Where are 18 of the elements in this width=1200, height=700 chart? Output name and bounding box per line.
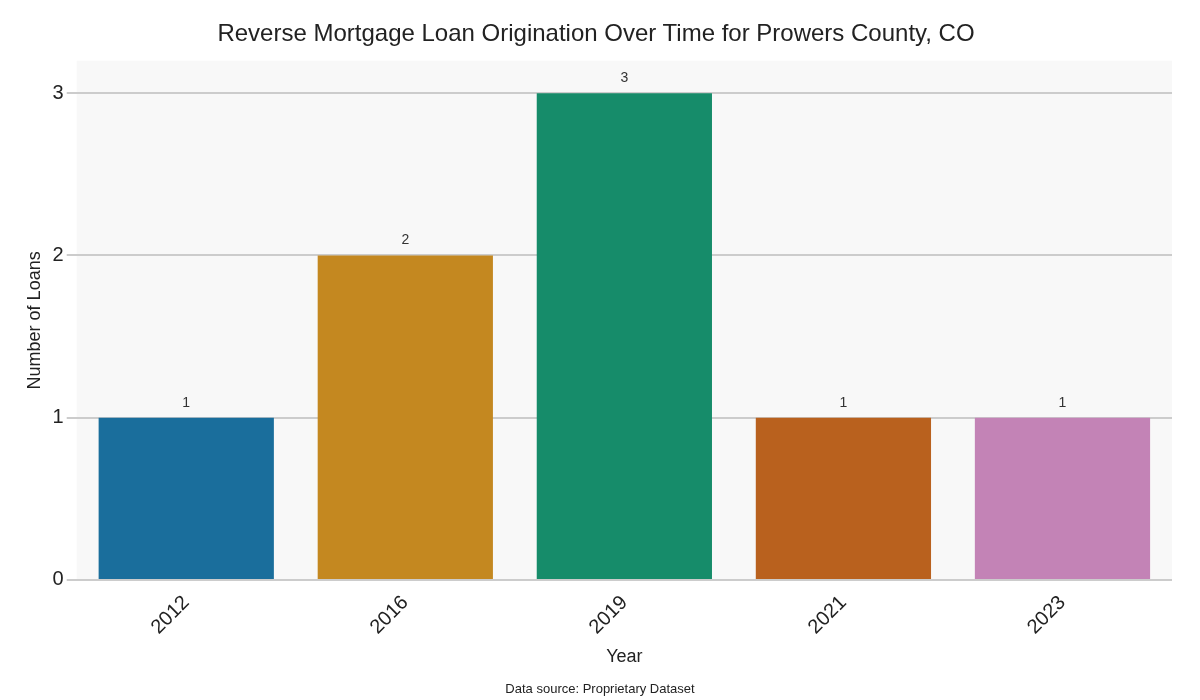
data-label: 3 — [620, 69, 629, 86]
bar — [536, 93, 712, 579]
y-tick-label: 2 — [52, 243, 64, 265]
x-axis-title: Year — [606, 646, 643, 667]
bar — [974, 417, 1151, 579]
source-note: Data source: Proprietary Dataset — [505, 681, 696, 697]
y-tick-label: 1 — [52, 405, 64, 428]
bar — [317, 255, 493, 579]
data-label: 1 — [1058, 393, 1067, 410]
y-tick-label: 3 — [52, 80, 64, 103]
y-tick-label: 0 — [52, 567, 64, 590]
bar — [98, 417, 274, 579]
bar — [755, 417, 932, 579]
y-axis-title: Number of Loans — [23, 251, 44, 390]
data-label: 1 — [839, 393, 848, 410]
chart-title: Reverse Mortgage Loan Origination Over Time for Prowers County, CO — [217, 19, 975, 47]
data-label: 1 — [182, 393, 191, 410]
data-label: 2 — [401, 231, 410, 248]
